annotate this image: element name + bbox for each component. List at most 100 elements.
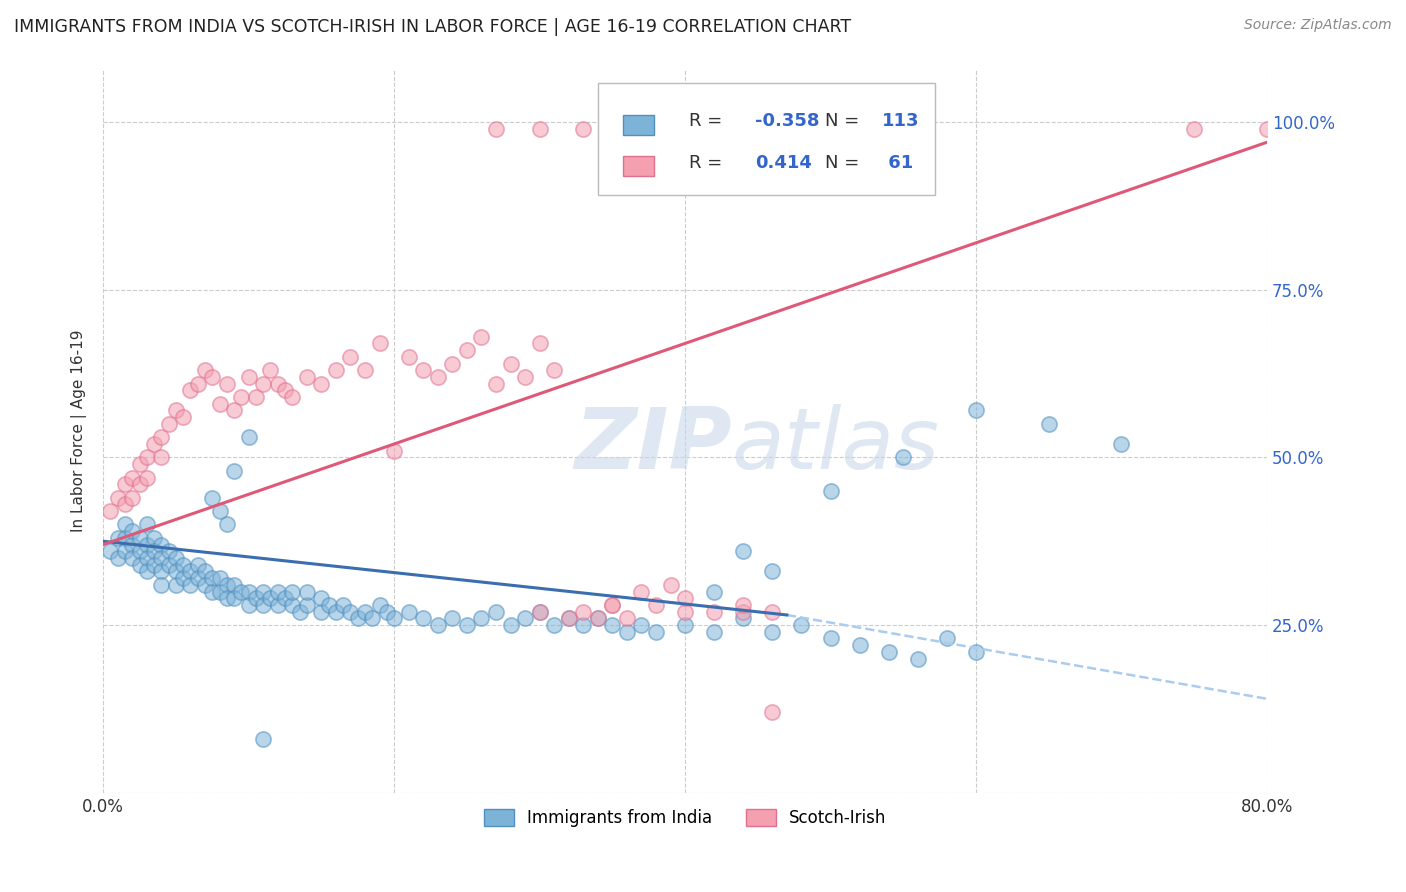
Point xyxy=(157,417,180,431)
Text: IMMIGRANTS FROM INDIA VS SCOTCH-IRISH IN LABOR FORCE | AGE 16-19 CORRELATION CHA: IMMIGRANTS FROM INDIA VS SCOTCH-IRISH IN… xyxy=(14,18,851,36)
Point xyxy=(630,136,652,150)
Point xyxy=(907,651,929,665)
Point xyxy=(332,598,354,612)
Point xyxy=(485,376,508,391)
Point xyxy=(231,390,253,404)
Point xyxy=(274,384,297,398)
Point xyxy=(135,538,157,552)
Point xyxy=(398,605,420,619)
Point xyxy=(157,558,180,572)
Point xyxy=(586,611,609,625)
Point xyxy=(346,611,368,625)
Text: R =: R = xyxy=(689,153,734,171)
Point xyxy=(100,544,122,558)
Point xyxy=(733,611,755,625)
Point xyxy=(673,618,696,632)
FancyBboxPatch shape xyxy=(623,156,654,177)
Point xyxy=(339,350,361,364)
Point xyxy=(703,605,725,619)
Point xyxy=(135,470,157,484)
Text: 0.414: 0.414 xyxy=(755,153,811,171)
Point xyxy=(935,632,957,646)
Point xyxy=(121,524,143,538)
Point xyxy=(252,731,274,746)
Point xyxy=(630,584,652,599)
Point xyxy=(354,363,377,377)
Point xyxy=(238,598,260,612)
Point xyxy=(194,578,217,592)
Text: atlas: atlas xyxy=(731,403,939,486)
Point xyxy=(107,531,129,545)
Point xyxy=(121,491,143,505)
Point xyxy=(733,598,755,612)
Point xyxy=(238,370,260,384)
Point xyxy=(208,584,231,599)
Text: ZIP: ZIP xyxy=(574,403,731,486)
Point xyxy=(557,611,579,625)
Text: 113: 113 xyxy=(882,112,920,130)
Point xyxy=(179,578,201,592)
Point xyxy=(820,632,842,646)
Point xyxy=(165,551,187,566)
Point xyxy=(325,363,347,377)
Point xyxy=(325,605,347,619)
Point xyxy=(157,544,180,558)
Point xyxy=(224,464,246,478)
Point xyxy=(761,605,783,619)
Point xyxy=(616,624,638,639)
Point xyxy=(121,470,143,484)
Point xyxy=(172,571,194,585)
Point xyxy=(274,591,297,606)
Point xyxy=(143,531,166,545)
Point xyxy=(673,591,696,606)
Point xyxy=(733,544,755,558)
Point xyxy=(267,584,290,599)
Point xyxy=(208,571,231,585)
Point xyxy=(201,571,224,585)
Point xyxy=(645,624,668,639)
Point xyxy=(252,376,274,391)
Point xyxy=(165,565,187,579)
Point xyxy=(441,357,464,371)
Point xyxy=(208,397,231,411)
Point xyxy=(572,605,595,619)
Point xyxy=(238,430,260,444)
Point xyxy=(150,538,173,552)
Point xyxy=(470,329,492,343)
Point xyxy=(529,121,551,136)
Point xyxy=(165,403,187,417)
Point xyxy=(368,598,391,612)
Point xyxy=(135,551,157,566)
Point xyxy=(194,363,217,377)
Point xyxy=(165,578,187,592)
Point xyxy=(375,605,398,619)
Point xyxy=(703,584,725,599)
Point xyxy=(703,624,725,639)
Point xyxy=(114,531,136,545)
Point xyxy=(630,618,652,632)
Point xyxy=(179,384,201,398)
Point xyxy=(602,618,624,632)
Point xyxy=(586,611,609,625)
Point xyxy=(187,571,209,585)
FancyBboxPatch shape xyxy=(623,114,654,136)
Point xyxy=(267,598,290,612)
Point xyxy=(529,336,551,351)
Point xyxy=(150,430,173,444)
Point xyxy=(150,565,173,579)
Point xyxy=(215,578,238,592)
Point xyxy=(135,565,157,579)
Point xyxy=(499,357,522,371)
Point xyxy=(128,477,150,491)
Point xyxy=(761,565,783,579)
Point xyxy=(398,350,420,364)
Point xyxy=(150,578,173,592)
Point xyxy=(485,121,508,136)
Point xyxy=(557,611,579,625)
Point xyxy=(1182,121,1205,136)
Point xyxy=(382,443,405,458)
Point xyxy=(529,605,551,619)
Point xyxy=(128,544,150,558)
Point xyxy=(513,370,536,384)
Point xyxy=(128,531,150,545)
